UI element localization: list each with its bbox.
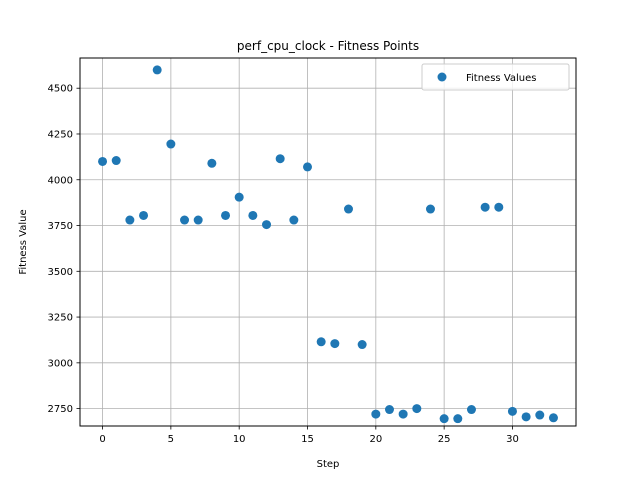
data-point — [330, 339, 340, 349]
x-tick-label: 5 — [168, 434, 174, 445]
data-point — [303, 162, 313, 172]
data-point — [193, 215, 203, 225]
y-tick-label: 4500 — [48, 84, 73, 95]
data-point — [480, 202, 490, 212]
y-tick-label: 3500 — [48, 267, 73, 278]
data-point — [398, 409, 408, 419]
data-point — [139, 210, 149, 220]
data-point — [152, 65, 162, 75]
y-tick-label: 4250 — [48, 129, 73, 140]
legend-label: Fitness Values — [466, 73, 536, 84]
data-point — [343, 204, 353, 214]
data-point — [371, 409, 381, 419]
data-point — [262, 220, 272, 230]
data-point — [221, 210, 231, 220]
legend: Fitness Values — [421, 63, 570, 91]
data-point — [507, 406, 517, 416]
x-axis-label: Step — [317, 459, 340, 470]
data-point — [275, 154, 285, 164]
data-point — [357, 340, 367, 350]
y-axis-label: Fitness Value — [18, 209, 29, 274]
data-point — [180, 215, 190, 225]
y-tick-label: 3000 — [48, 358, 73, 369]
data-point — [425, 204, 435, 214]
data-point — [548, 413, 558, 423]
chart-title: perf_cpu_clock - Fitness Points — [237, 39, 419, 53]
x-tick-label: 10 — [233, 434, 246, 445]
data-point — [166, 139, 176, 149]
x-tick-label: 30 — [506, 434, 519, 445]
y-tick-label: 2750 — [48, 404, 73, 415]
y-tick-label: 3250 — [48, 313, 73, 324]
axis-ticks: 0 5 10 15 20 25 30 2750 3000 3250 3500 3750 4000 4250… — [48, 84, 519, 445]
data-point — [521, 412, 531, 422]
x-tick-label: 25 — [438, 434, 451, 445]
data-points — [98, 65, 558, 424]
data-point — [384, 405, 394, 415]
data-point — [234, 192, 244, 202]
data-point — [111, 156, 121, 166]
legend-marker — [437, 72, 447, 82]
x-tick-label: 20 — [369, 434, 382, 445]
y-tick-label: 4000 — [48, 175, 73, 186]
plot-area-frame — [79, 57, 577, 427]
data-point — [207, 158, 217, 168]
data-point — [439, 414, 449, 424]
data-point — [248, 210, 258, 220]
x-tick-label: 15 — [301, 434, 314, 445]
data-point — [125, 215, 135, 225]
data-point — [494, 202, 504, 212]
legend-box — [421, 63, 570, 91]
y-tick-label: 3750 — [48, 221, 73, 232]
data-point — [535, 410, 545, 420]
x-tick-label: 0 — [99, 434, 105, 445]
data-point — [412, 404, 422, 414]
data-point — [289, 215, 299, 225]
data-point — [316, 337, 326, 347]
data-point — [466, 405, 476, 415]
data-point — [453, 414, 463, 424]
grid-lines — [80, 58, 576, 426]
data-point — [98, 156, 108, 166]
